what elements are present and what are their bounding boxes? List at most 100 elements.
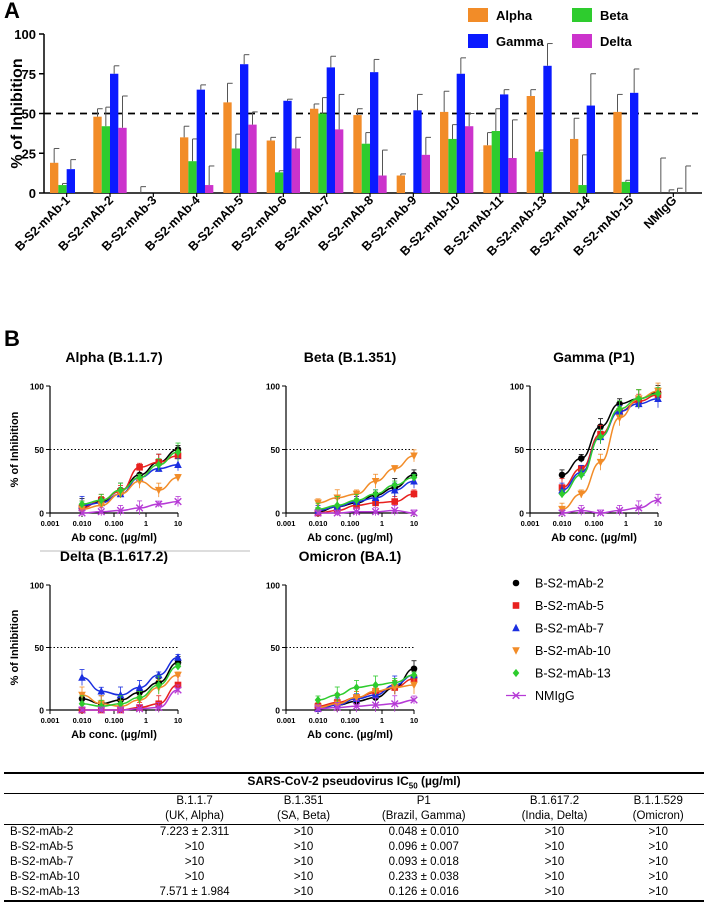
bar bbox=[630, 92, 639, 193]
bar bbox=[491, 130, 500, 193]
fit-curve bbox=[81, 656, 179, 696]
bar bbox=[456, 73, 465, 193]
ic50-cell: >10 bbox=[544, 841, 565, 854]
plot-title: Omicron (BA.1) bbox=[299, 548, 402, 564]
ic50-cell: >10 bbox=[648, 841, 668, 854]
bar bbox=[58, 185, 67, 193]
data-point bbox=[174, 497, 182, 506]
panel-label-b: B bbox=[4, 326, 20, 351]
ic50-cell: >10 bbox=[648, 826, 668, 839]
fit-curve bbox=[561, 392, 659, 495]
x-tick-label: 0.001 bbox=[277, 519, 296, 528]
data-point bbox=[78, 673, 86, 681]
bar bbox=[578, 185, 587, 193]
x-tick-label: 0.100 bbox=[105, 519, 124, 528]
ic50-cell: 0.093 ± 0.018 bbox=[388, 856, 459, 869]
data-point bbox=[371, 507, 380, 516]
data-point bbox=[558, 489, 566, 499]
bar bbox=[570, 138, 579, 193]
bar bbox=[621, 181, 630, 193]
x-tick-label: 10 bbox=[410, 716, 418, 725]
data-point bbox=[97, 686, 106, 695]
data-point bbox=[410, 452, 418, 461]
data-point bbox=[596, 458, 605, 467]
bar bbox=[586, 105, 595, 193]
bar bbox=[353, 115, 362, 193]
legend-label: B-S2-mAb-13 bbox=[535, 667, 611, 681]
table-row: B-S2-mAb-10 >10 >10 0.233 ± 0.038 >10 >1… bbox=[4, 870, 704, 885]
data-point bbox=[371, 701, 380, 709]
curve-plot: Beta (B.1.351) 0 50 100 0.001 0.010 0.100 1 10 Ab… bbox=[266, 349, 418, 544]
data-point bbox=[174, 686, 182, 694]
bar bbox=[396, 175, 405, 193]
x-tick-label: 0.010 bbox=[553, 519, 572, 528]
x-tick-label: 10 bbox=[410, 519, 418, 528]
x-tick-label: 0.010 bbox=[73, 519, 92, 528]
x-tick-label: 0.100 bbox=[341, 519, 360, 528]
ic50-cell: >10 bbox=[184, 856, 205, 869]
y-tick-label: 0 bbox=[29, 186, 36, 201]
ic50-cell: >10 bbox=[648, 856, 668, 869]
data-point bbox=[577, 490, 586, 499]
fit-curve bbox=[317, 699, 415, 710]
data-point bbox=[155, 460, 163, 469]
bar bbox=[283, 100, 292, 193]
bar bbox=[500, 94, 509, 193]
ic50-col-variant: B.1.1.529 bbox=[633, 795, 683, 808]
data-point bbox=[174, 662, 182, 671]
legend-swatch bbox=[572, 8, 592, 22]
y-tick-label: 0 bbox=[519, 509, 524, 519]
x-tick-label: 0.010 bbox=[309, 716, 328, 725]
bar bbox=[66, 169, 75, 193]
ic50-cell: >10 bbox=[612, 885, 704, 903]
data-point bbox=[314, 509, 322, 517]
y-tick-label: 0 bbox=[275, 706, 280, 716]
legend-label: B-S2-mAb-2 bbox=[535, 577, 604, 591]
bar bbox=[526, 96, 535, 193]
data-point bbox=[174, 447, 182, 457]
data-point bbox=[97, 507, 106, 516]
data-point bbox=[371, 477, 380, 486]
ic50-col-variant: P1 bbox=[416, 795, 431, 808]
curve-plot: Delta (B.1.617.2) 0 50 100 0.001 0.010 0.100 1 1… bbox=[9, 548, 182, 741]
y-tick-label: 100 bbox=[266, 382, 280, 392]
bar bbox=[613, 111, 622, 193]
data-point bbox=[577, 470, 585, 479]
y-axis-title: % of Inhibition bbox=[9, 411, 21, 487]
data-point bbox=[410, 670, 418, 680]
data-point bbox=[577, 455, 585, 462]
bar bbox=[421, 154, 430, 193]
bar bbox=[240, 64, 249, 194]
data-point bbox=[372, 680, 379, 690]
data-point bbox=[410, 696, 418, 704]
ic50-corner bbox=[4, 809, 133, 825]
fit-curve bbox=[561, 390, 659, 510]
data-point bbox=[135, 504, 144, 512]
plot-title: Delta (B.1.617.2) bbox=[60, 548, 168, 564]
data-point bbox=[352, 507, 361, 516]
x-tick-label: 10 bbox=[174, 716, 182, 725]
ic50-cell: 7.223 ± 2.311 bbox=[159, 826, 230, 839]
data-point bbox=[97, 706, 106, 714]
ic50-cell: >10 bbox=[293, 841, 314, 854]
bar bbox=[326, 67, 335, 193]
ic50-cell: >10 bbox=[293, 856, 314, 869]
data-point bbox=[314, 704, 322, 713]
data-point bbox=[154, 670, 163, 679]
data-point bbox=[391, 480, 399, 490]
legend-swatch bbox=[468, 34, 488, 48]
data-point bbox=[410, 665, 418, 673]
data-point bbox=[654, 496, 662, 505]
y-tick-label: 50 bbox=[271, 643, 281, 653]
ic50-col-origin: (Brazil, Gamma) bbox=[381, 810, 466, 823]
x-tick-label: 1 bbox=[380, 519, 384, 528]
bar bbox=[465, 126, 474, 193]
bar bbox=[110, 73, 119, 193]
ic50-col-origin: (UK, Alpha) bbox=[165, 810, 224, 823]
y-tick-label: 0 bbox=[39, 509, 44, 519]
ic50-row-label: B-S2-mAb-13 bbox=[4, 885, 133, 903]
y-tick-label: 25 bbox=[22, 146, 36, 161]
ic50-table: SARS-CoV-2 pseudovirus IC50 (µg/ml) B.1.… bbox=[4, 772, 704, 903]
data-point bbox=[136, 473, 143, 482]
data-point bbox=[390, 684, 399, 692]
